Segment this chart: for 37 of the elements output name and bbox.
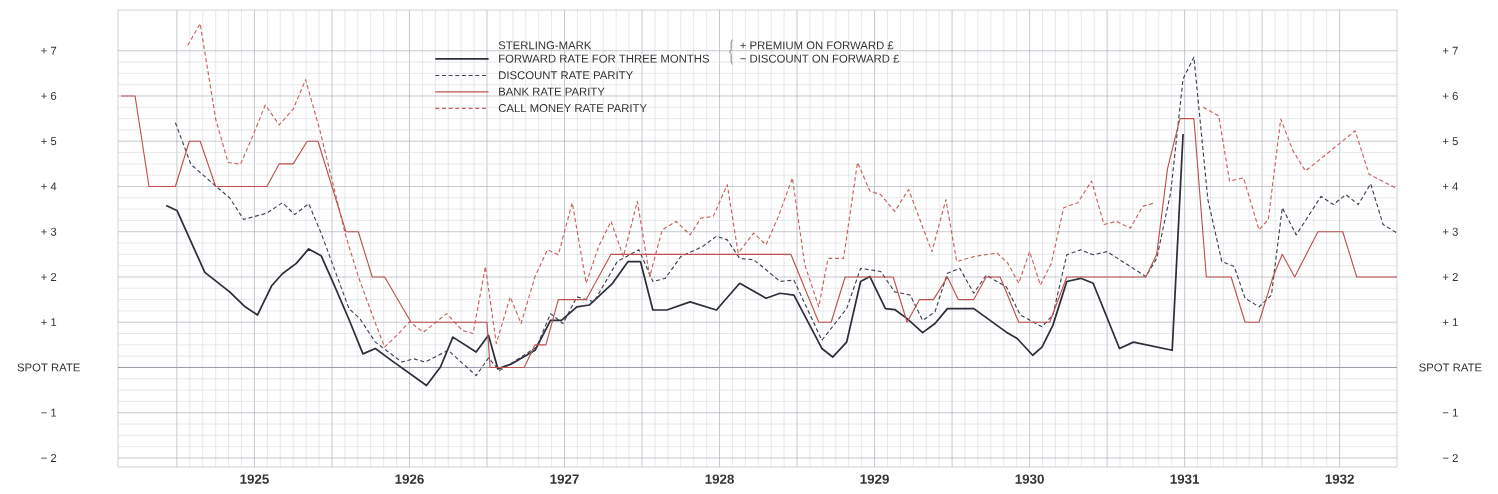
y-tick-label: + 4 [41,182,57,191]
line-series [120,95,1398,369]
annotation: + PREMIUM ON FORWARD £ [740,41,894,50]
y2-tick-label: + 1 [1442,318,1458,327]
y2-tick-label: + 4 [1442,182,1459,191]
legend-label: CALL MONEY RATE PARITY [498,104,647,113]
y-tick-label: + 3 [41,227,57,236]
line-series [165,133,1184,387]
y2-tick-label: + 3 [1442,227,1458,236]
legend-label: BANK RATE PARITY [499,87,605,96]
y-tick-label: SPOT RATE [17,363,80,372]
y-tick-label: + 2 [41,273,57,281]
y-tick-label: + 1 [41,318,57,327]
y-tick-label: + 5 [41,137,57,146]
y2-tick-label: + 7 [1442,46,1458,55]
legend-label: DISCOUNT RATE PARITY [499,71,633,80]
y2-tick-label: + 2 [1442,273,1458,281]
line-series [174,56,1398,377]
legend-label: STERLING-MARK FORWARD RATE FOR THREE MONTHS [498,41,710,63]
y-tick-label: − 1 [41,408,57,417]
y-tick-label: − 2 [41,454,57,462]
x-tick-label: 1930 [1015,474,1044,484]
y2-tick-label: + 5 [1442,137,1458,146]
x-tick-label: 1932 [1325,474,1354,484]
y2-tick-label: − 1 [1442,408,1458,417]
annotation: − DISCOUNT ON FORWARD £ [740,54,900,63]
x-tick-label: 1929 [860,474,889,484]
x-tick-label: 1927 [550,474,579,484]
y2-tick-label: − 2 [1442,454,1458,462]
x-tick-label: 1931 [1170,474,1200,484]
x-tick-label: 1926 [395,474,424,484]
x-tick-label: 1928 [705,474,734,484]
x-tick-label: 1925 [240,474,269,484]
y2-tick-label: + 6 [1442,91,1458,100]
y-tick-label: + 6 [41,91,57,100]
y2-tick-label: SPOT RATE [1419,363,1482,372]
y-tick-label: + 7 [41,46,57,55]
